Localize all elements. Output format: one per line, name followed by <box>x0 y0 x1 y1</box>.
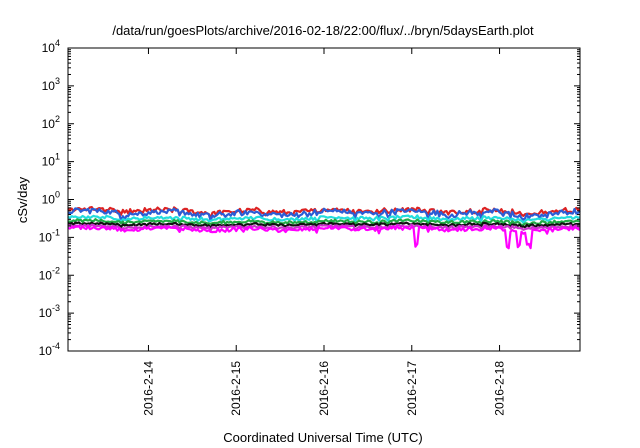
series-line <box>67 223 581 232</box>
chart-title: /data/run/goesPlots/archive/2016-02-18/2… <box>112 23 534 38</box>
series-line <box>67 221 581 229</box>
series-line <box>67 218 581 227</box>
series-line <box>67 225 581 250</box>
x-tick-label: 2016-2-16 <box>317 361 331 416</box>
series-line <box>67 207 581 222</box>
plot-frame <box>67 47 581 352</box>
y-tick-label: 101 <box>42 152 60 169</box>
y-tick-label: 103 <box>42 76 60 93</box>
y-tick-label: 10-2 <box>39 265 60 282</box>
y-tick-label: 102 <box>42 114 60 131</box>
plot-area <box>67 206 581 250</box>
y-tick-label: 104 <box>42 38 60 55</box>
y-tick-label: 10-4 <box>39 341 60 358</box>
axes: 10-4 10-3 10-2 10-1 100 101 102 103 104 2016-2-14… <box>39 38 581 416</box>
x-tick-label: 2016-2-17 <box>405 361 419 416</box>
series-line <box>67 214 581 224</box>
x-axis-label: Coordinated Universal Time (UTC) <box>223 430 422 445</box>
x-tick-label: 2016-2-18 <box>493 361 507 416</box>
x-tick-label: 2016-2-15 <box>229 361 243 416</box>
y-axis-label: cSv/day <box>15 176 30 223</box>
y-tick-label: 10-1 <box>39 227 60 244</box>
x-tick-label: 2016-2-14 <box>141 361 155 416</box>
y-tick-label: 10-3 <box>39 303 60 320</box>
y-tick-label: 100 <box>42 190 60 207</box>
